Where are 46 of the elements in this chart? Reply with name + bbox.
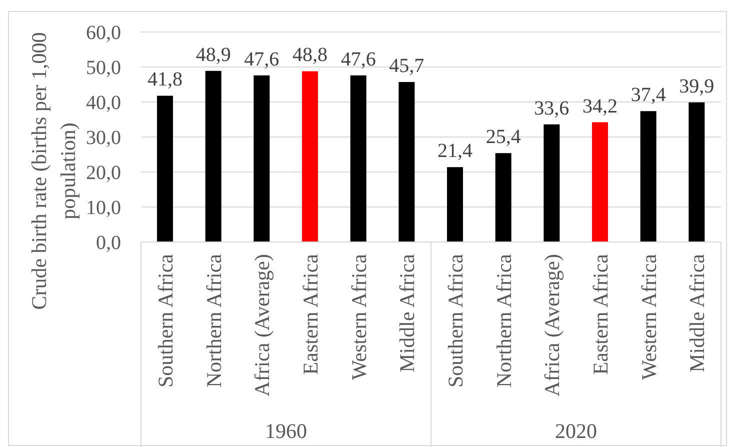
bar — [447, 167, 463, 242]
x-tick-label: Africa (Average) — [540, 254, 564, 396]
data-label: 33,6 — [534, 97, 570, 120]
data-label: 47,6 — [340, 48, 376, 70]
bar — [688, 102, 705, 242]
x-tick-label: Middle Africa — [395, 253, 420, 372]
data-label: 48,8 — [292, 44, 328, 66]
data-label: 39,9 — [679, 75, 714, 98]
x-tick-label: Western Africa — [346, 253, 371, 380]
x-tick-label: Africa (Average) — [250, 254, 274, 396]
bar — [157, 96, 173, 242]
bar — [254, 75, 270, 242]
y-tick-label: 40,0 — [86, 92, 121, 114]
y-tick-label: 0,0 — [96, 232, 121, 254]
bar — [640, 111, 656, 242]
data-label: 48,9 — [196, 44, 231, 66]
x-tick-label: Eastern Africa — [588, 253, 613, 375]
x-tick-label: Northern Africa — [202, 253, 226, 388]
x-tick-label: Southern Africa — [444, 253, 468, 388]
bar — [398, 82, 415, 242]
data-label: 41,8 — [148, 68, 182, 91]
x-tick-label: Southern Africa — [154, 253, 178, 388]
data-label: 25,4 — [486, 126, 521, 148]
bar — [302, 71, 318, 242]
data-label: 37,4 — [630, 84, 666, 106]
bar — [592, 122, 608, 242]
text: 2020 — [555, 419, 597, 443]
y-axis-title: Crude birth rate (births per 1,000 population) — [27, 32, 80, 310]
y-tick-label: 20,0 — [86, 162, 121, 184]
x-tick-label: Middle Africa — [685, 253, 710, 372]
data-label: 34,2 — [582, 95, 618, 118]
bar — [495, 153, 512, 242]
text: 1960 — [265, 419, 307, 443]
data-label: 47,6 — [244, 48, 280, 70]
x-tick-label: Eastern Africa — [298, 253, 323, 375]
x-tick-label: Northern Africa — [492, 253, 516, 388]
y-tick-label: 60,0 — [86, 22, 121, 44]
data-label: 21,4 — [438, 140, 472, 162]
bar — [205, 70, 222, 242]
y-tick-label: 30,0 — [86, 127, 121, 150]
bar — [350, 75, 366, 242]
y-tick-label: 50,0 — [86, 57, 121, 80]
x-tick-label: Western Africa — [636, 253, 661, 380]
data-label: 45,7 — [389, 55, 424, 78]
y-tick-label: 10,0 — [86, 197, 121, 220]
bar — [544, 124, 560, 242]
